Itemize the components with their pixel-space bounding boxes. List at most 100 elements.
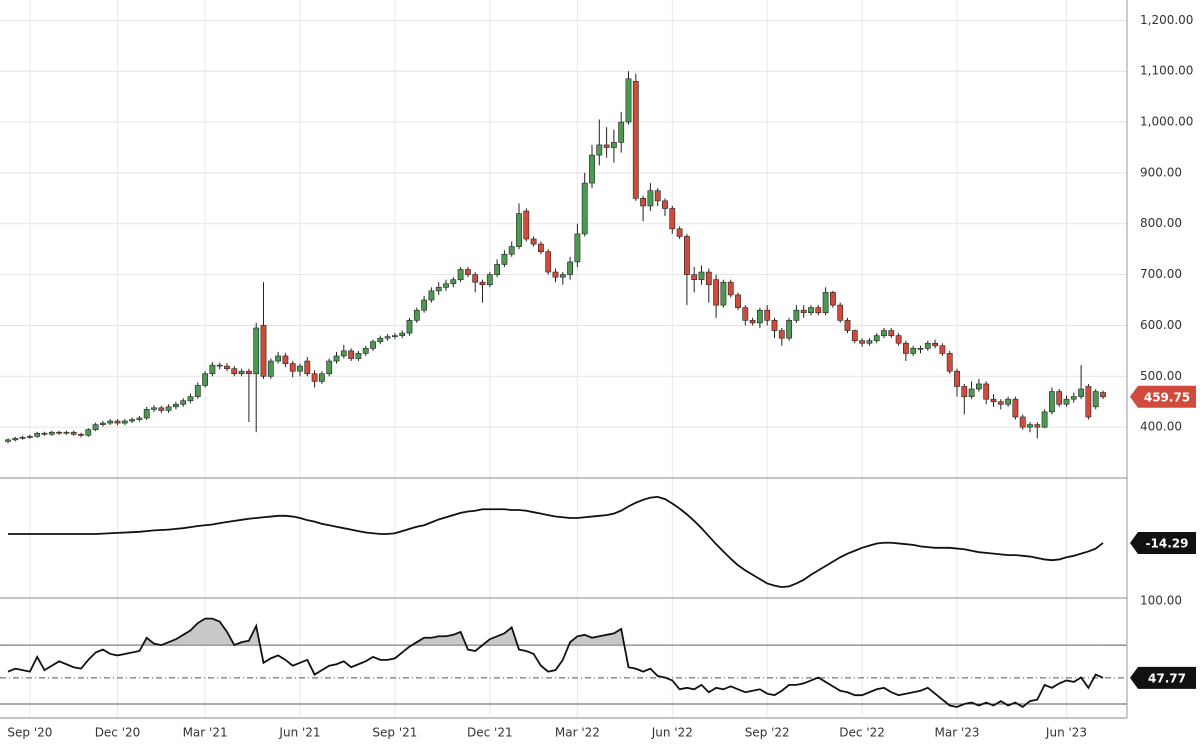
candle-body xyxy=(545,251,552,273)
candle-body xyxy=(479,281,486,286)
candle-body xyxy=(902,342,909,354)
candle-body xyxy=(297,365,303,372)
candle-body xyxy=(1100,392,1106,398)
candle-body xyxy=(391,335,398,337)
candle-body xyxy=(318,373,325,382)
candle-body xyxy=(19,437,26,439)
candle-body xyxy=(304,360,311,375)
candle-body xyxy=(370,341,376,349)
candle-body xyxy=(735,294,741,308)
candle-body xyxy=(246,370,252,375)
candle-body xyxy=(683,236,690,275)
y-tick-label: 1,200.00 xyxy=(1140,13,1193,27)
x-tick-label: Jun '21 xyxy=(278,726,320,740)
candle-body xyxy=(48,431,55,435)
candle-body xyxy=(399,332,406,336)
candle-body xyxy=(494,264,500,275)
candle-body xyxy=(348,350,354,359)
candle-body xyxy=(618,121,625,143)
candle-body xyxy=(78,433,84,436)
candle-body xyxy=(107,420,114,424)
candle-body xyxy=(56,431,62,434)
candle-body xyxy=(596,144,603,156)
candle-body xyxy=(435,287,442,292)
candle-body xyxy=(384,336,391,339)
candle-body xyxy=(859,340,865,344)
candle-body xyxy=(589,154,595,184)
candle-body xyxy=(662,200,668,209)
x-tick-label: Mar '23 xyxy=(934,726,979,740)
candle-body xyxy=(552,271,559,278)
candle-body xyxy=(829,292,836,306)
candle-body xyxy=(260,325,267,377)
candle-body xyxy=(771,320,778,331)
y-tick-label: 100.00 xyxy=(1140,593,1182,607)
candle-body xyxy=(1019,416,1026,428)
candle-body xyxy=(267,360,274,377)
candle-body xyxy=(1092,391,1099,408)
candle-body xyxy=(63,431,70,434)
candle-body xyxy=(362,348,369,354)
candle-body xyxy=(808,307,814,314)
candle-body xyxy=(961,386,968,397)
candle-body xyxy=(537,243,544,253)
y-tick-label: 400.00 xyxy=(1140,420,1182,434)
candle-body xyxy=(1070,396,1077,400)
x-tick-label: Mar '21 xyxy=(183,726,228,740)
candle-body xyxy=(567,261,573,275)
y-tick-label: 900.00 xyxy=(1140,165,1182,179)
candle-body xyxy=(946,353,953,372)
candle-body xyxy=(669,208,676,230)
x-tick-label: Sep '22 xyxy=(745,726,790,740)
candle-body xyxy=(26,436,33,438)
candle-body xyxy=(698,271,705,280)
candle-body xyxy=(727,281,734,296)
candle-body xyxy=(1078,388,1084,397)
candle-body xyxy=(866,340,873,344)
candle-body xyxy=(1005,398,1011,405)
candle-body xyxy=(486,274,493,286)
indicator-line xyxy=(7,617,1104,709)
candle-body xyxy=(238,370,245,375)
candle-body xyxy=(881,330,887,336)
candle-body xyxy=(165,406,172,411)
candle-body xyxy=(713,279,719,306)
candle-body xyxy=(100,422,106,425)
candle-body xyxy=(997,401,1004,405)
candle-body xyxy=(41,432,48,435)
candle-body xyxy=(508,246,515,255)
candle-body xyxy=(924,342,931,349)
candle-body xyxy=(421,299,427,311)
candle-body xyxy=(975,383,982,390)
candle-body xyxy=(121,420,128,424)
candle-body xyxy=(194,385,201,397)
x-tick-label: Jun '22 xyxy=(651,726,693,740)
last-value-tag: 459.75 xyxy=(1130,385,1196,408)
y-tick-label: 700.00 xyxy=(1140,267,1182,281)
candle-body xyxy=(136,417,143,420)
candle-body xyxy=(501,253,508,265)
candle-body xyxy=(457,269,464,280)
last-value-tag: 47.77 xyxy=(1130,666,1196,689)
x-tick-label: Dec '21 xyxy=(467,726,513,740)
tag-shape xyxy=(1130,531,1196,554)
x-tick-label: Sep '21 xyxy=(372,726,417,740)
candle-body xyxy=(610,142,617,148)
candle-body xyxy=(173,403,179,408)
candle-body xyxy=(625,78,632,123)
candle-body xyxy=(216,364,223,367)
candle-body xyxy=(413,309,420,321)
candle-body xyxy=(151,407,157,410)
x-tick-label: Dec '22 xyxy=(839,726,885,740)
candle-body xyxy=(888,330,895,336)
tag-shape xyxy=(1130,385,1196,408)
candle-body xyxy=(428,290,435,301)
candle-body xyxy=(92,424,99,430)
candle-body xyxy=(202,373,208,386)
candle-body xyxy=(516,213,522,247)
candle-body xyxy=(800,309,807,314)
indicator-line xyxy=(8,495,1104,588)
candle-body xyxy=(691,274,698,280)
candle-body xyxy=(676,228,683,237)
